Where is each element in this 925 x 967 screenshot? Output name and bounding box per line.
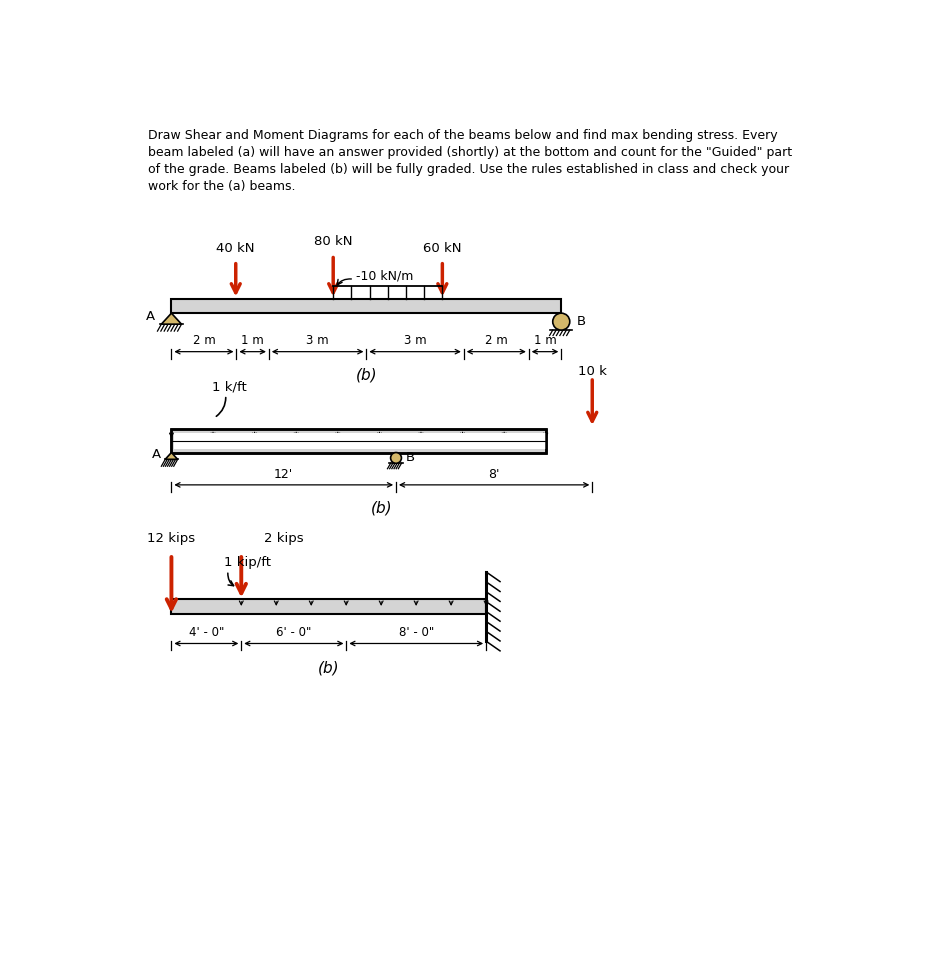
Circle shape [390, 453, 401, 463]
Text: (b): (b) [371, 501, 392, 515]
Text: 12 kips: 12 kips [147, 532, 195, 545]
Polygon shape [166, 453, 178, 459]
Text: 3 m: 3 m [306, 335, 329, 347]
Bar [174, 433, 546, 449]
Text: beam labeled (a) will have an answer provided (shortly) at the bottom and count : beam labeled (a) will have an answer pro… [148, 146, 793, 159]
Bar [171, 429, 546, 453]
Text: 12': 12' [274, 468, 293, 481]
Text: 1 k/ft: 1 k/ft [212, 381, 247, 394]
Text: 8' - 0": 8' - 0" [399, 627, 434, 639]
Text: B: B [576, 315, 586, 328]
Text: 4' - 0": 4' - 0" [189, 627, 224, 639]
Text: -10 kN/m: -10 kN/m [356, 270, 413, 282]
Text: 6' - 0": 6' - 0" [277, 627, 312, 639]
Text: 1 m: 1 m [241, 335, 264, 347]
Text: 2 m: 2 m [485, 335, 508, 347]
Text: 2 kips: 2 kips [265, 532, 303, 545]
Bar [171, 300, 561, 313]
Text: 10 k: 10 k [578, 366, 607, 378]
Text: 1 m: 1 m [534, 335, 557, 347]
Text: A: A [153, 448, 162, 461]
Text: 40 kN: 40 kN [216, 243, 255, 255]
Bar [171, 599, 486, 614]
Bar [171, 429, 546, 453]
Text: of the grade. Beams labeled (b) will be fully graded. Use the rules established : of the grade. Beams labeled (b) will be … [148, 163, 789, 176]
Text: (b): (b) [355, 367, 377, 382]
Text: A: A [146, 310, 155, 323]
Circle shape [553, 313, 570, 330]
Text: (b): (b) [318, 660, 339, 676]
Text: work for the (a) beams.: work for the (a) beams. [148, 180, 296, 193]
Text: B: B [406, 452, 415, 464]
Text: 60 kN: 60 kN [423, 243, 462, 255]
Polygon shape [161, 313, 181, 324]
Text: 8': 8' [488, 468, 500, 481]
Text: Draw Shear and Moment Diagrams for each of the beams below and find max bending : Draw Shear and Moment Diagrams for each … [148, 130, 778, 142]
Text: 3 m: 3 m [403, 335, 426, 347]
Text: 1 kip/ft: 1 kip/ft [224, 556, 271, 570]
Text: 2 m: 2 m [192, 335, 216, 347]
Text: 80 kN: 80 kN [314, 235, 352, 248]
